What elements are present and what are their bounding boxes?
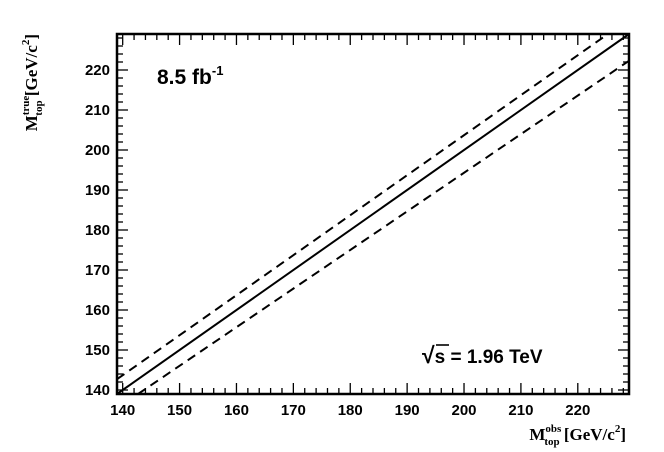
x-tick-label: 160 bbox=[224, 402, 249, 419]
x-axis-label: Mobs top [GeV/c2] bbox=[529, 423, 626, 448]
y-tick-label: 210 bbox=[85, 102, 110, 119]
y-label-unit-post: ] bbox=[22, 34, 41, 40]
x-label-unit-post: ] bbox=[620, 425, 626, 444]
y-label-main: M bbox=[22, 115, 41, 131]
y-tick-label: 160 bbox=[85, 302, 110, 319]
y-label-sub: top bbox=[33, 100, 45, 115]
energy-radical: √ bbox=[422, 342, 435, 368]
ticks-group bbox=[117, 34, 629, 394]
y-tick-label: 220 bbox=[85, 62, 110, 79]
x-tick-label: 200 bbox=[452, 402, 477, 419]
x-label-sup: obs bbox=[545, 423, 562, 435]
x-tick-label: 140 bbox=[110, 402, 135, 419]
x-label-main: M bbox=[529, 425, 545, 444]
x-label-unit-pre: [GeV/c bbox=[560, 425, 616, 444]
energy-text: = 1.96 TeV bbox=[445, 347, 543, 368]
x-tick-label: 190 bbox=[395, 402, 420, 419]
luminosity-annotation: 8.5 fb-1 bbox=[157, 63, 223, 89]
series-group bbox=[116, 33, 630, 395]
y-tick-label: 180 bbox=[85, 222, 110, 239]
energy-symbol: s bbox=[435, 347, 446, 368]
dashed-band-line-2 bbox=[137, 59, 630, 395]
y-tick-label: 170 bbox=[85, 262, 110, 279]
x-tick-label: 170 bbox=[281, 402, 306, 419]
dashed-band-line-1 bbox=[116, 33, 609, 381]
y-label-unit-sup: 2 bbox=[20, 39, 32, 45]
x-tick-label: 150 bbox=[167, 402, 192, 419]
x-tick-label: 220 bbox=[565, 402, 590, 419]
y-tick-label: 200 bbox=[85, 142, 110, 159]
x-label-sub: top bbox=[544, 436, 559, 448]
tick-labels-group: 140 150 160 170 180 190 200 210 220 140 150 160 170 1… bbox=[85, 62, 590, 419]
y-axis-label: Mtruetop [GeV/c2] bbox=[20, 34, 45, 131]
y-label-sup: true bbox=[20, 96, 32, 116]
x-tick-label: 210 bbox=[508, 402, 533, 419]
y-tick-label: 140 bbox=[85, 382, 110, 399]
y-tick-label: 190 bbox=[85, 182, 110, 199]
x-label-unit-sup: 2 bbox=[615, 423, 621, 435]
y-label-unit-pre: [GeV/c bbox=[22, 45, 41, 101]
x-tick-label: 180 bbox=[338, 402, 363, 419]
y-tick-label: 150 bbox=[85, 342, 110, 359]
diagonal-solid-line bbox=[116, 33, 630, 395]
luminosity-sup: -1 bbox=[212, 63, 224, 78]
energy-annotation: √s = 1.96 TeV bbox=[422, 342, 543, 368]
luminosity-main: 8.5 fb bbox=[157, 66, 212, 89]
